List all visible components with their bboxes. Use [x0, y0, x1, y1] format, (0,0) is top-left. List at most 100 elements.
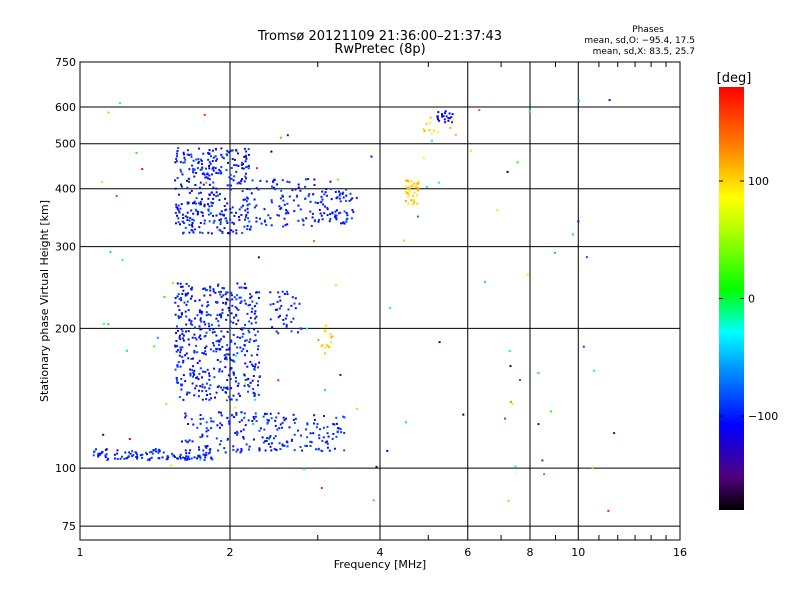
data-point	[232, 448, 235, 451]
data-point	[210, 456, 213, 459]
data-point	[126, 457, 128, 460]
data-point	[282, 225, 285, 228]
data-point	[293, 449, 296, 452]
data-point	[309, 432, 312, 435]
data-point	[191, 218, 194, 221]
data-point	[283, 293, 286, 295]
data-point	[186, 391, 189, 394]
data-point	[331, 335, 334, 338]
data-point	[334, 284, 337, 287]
data-point	[106, 459, 109, 461]
data-point	[417, 188, 420, 191]
data-point	[245, 200, 248, 203]
x-tick-labels: 1 2 4 6 8 10 16	[77, 546, 688, 559]
data-point	[207, 213, 210, 216]
data-point	[244, 154, 247, 157]
data-point	[275, 330, 278, 333]
data-point	[240, 411, 243, 414]
data-point	[199, 203, 202, 205]
data-point	[462, 413, 465, 416]
data-point	[211, 331, 214, 334]
data-point	[340, 222, 342, 225]
data-point	[416, 215, 419, 218]
data-point	[104, 456, 107, 459]
data-point	[441, 115, 444, 118]
data-point	[342, 191, 345, 194]
data-point	[189, 368, 191, 371]
data-point	[131, 450, 134, 453]
data-point	[247, 419, 250, 422]
data-point	[342, 196, 345, 199]
data-point	[236, 152, 239, 155]
data-point	[183, 222, 185, 224]
x-tick-label: 4	[377, 546, 384, 559]
data-point	[221, 287, 224, 290]
data-point	[218, 426, 221, 429]
data-point	[203, 294, 206, 297]
data-point	[230, 167, 233, 169]
data-point	[177, 221, 180, 224]
data-point	[206, 173, 209, 176]
data-point	[193, 168, 196, 171]
data-point	[113, 453, 116, 456]
data-point	[243, 327, 246, 330]
data-point	[235, 307, 238, 310]
data-point	[184, 416, 187, 419]
data-point	[192, 423, 195, 426]
data-point	[307, 195, 310, 198]
data-point	[250, 225, 253, 228]
data-point	[408, 190, 411, 193]
data-point	[326, 208, 329, 211]
data-point	[219, 193, 221, 195]
data-point	[235, 149, 238, 152]
data-point	[608, 99, 611, 102]
data-point	[182, 456, 184, 459]
data-point	[328, 449, 331, 452]
data-point	[182, 334, 185, 337]
data-point	[199, 458, 202, 461]
data-point	[98, 453, 101, 456]
data-point	[224, 357, 227, 360]
data-point	[275, 416, 278, 419]
data-point	[258, 361, 261, 364]
data-point	[329, 180, 332, 183]
data-point	[225, 358, 228, 361]
data-point	[442, 115, 445, 118]
data-point	[208, 193, 211, 196]
data-point	[280, 305, 283, 307]
data-point	[186, 211, 189, 214]
data-point	[585, 256, 588, 259]
data-point	[234, 432, 237, 435]
data-point	[257, 393, 260, 396]
data-point	[338, 197, 341, 200]
data-point	[174, 368, 177, 371]
data-point	[250, 354, 253, 357]
data-point	[236, 433, 239, 436]
data-point	[313, 422, 315, 425]
info-heading: Phases	[632, 25, 664, 35]
data-point	[227, 151, 230, 154]
data-point	[223, 447, 226, 450]
data-point	[230, 229, 233, 232]
data-point	[202, 152, 205, 155]
data-point	[336, 178, 339, 181]
data-point	[322, 203, 325, 206]
data-point	[121, 258, 124, 261]
data-point	[412, 202, 415, 205]
data-point	[436, 131, 439, 133]
data-point	[193, 394, 196, 397]
data-point	[313, 414, 316, 417]
data-point	[240, 163, 243, 166]
data-point	[352, 211, 355, 213]
data-point	[186, 300, 189, 303]
data-point	[413, 201, 416, 203]
data-point	[176, 282, 179, 285]
data-point	[239, 394, 241, 397]
data-point	[241, 231, 244, 234]
data-point	[219, 422, 222, 425]
data-point	[348, 199, 351, 202]
data-point	[181, 330, 184, 333]
data-point	[253, 395, 256, 397]
data-point	[212, 350, 215, 353]
data-point	[199, 418, 202, 421]
